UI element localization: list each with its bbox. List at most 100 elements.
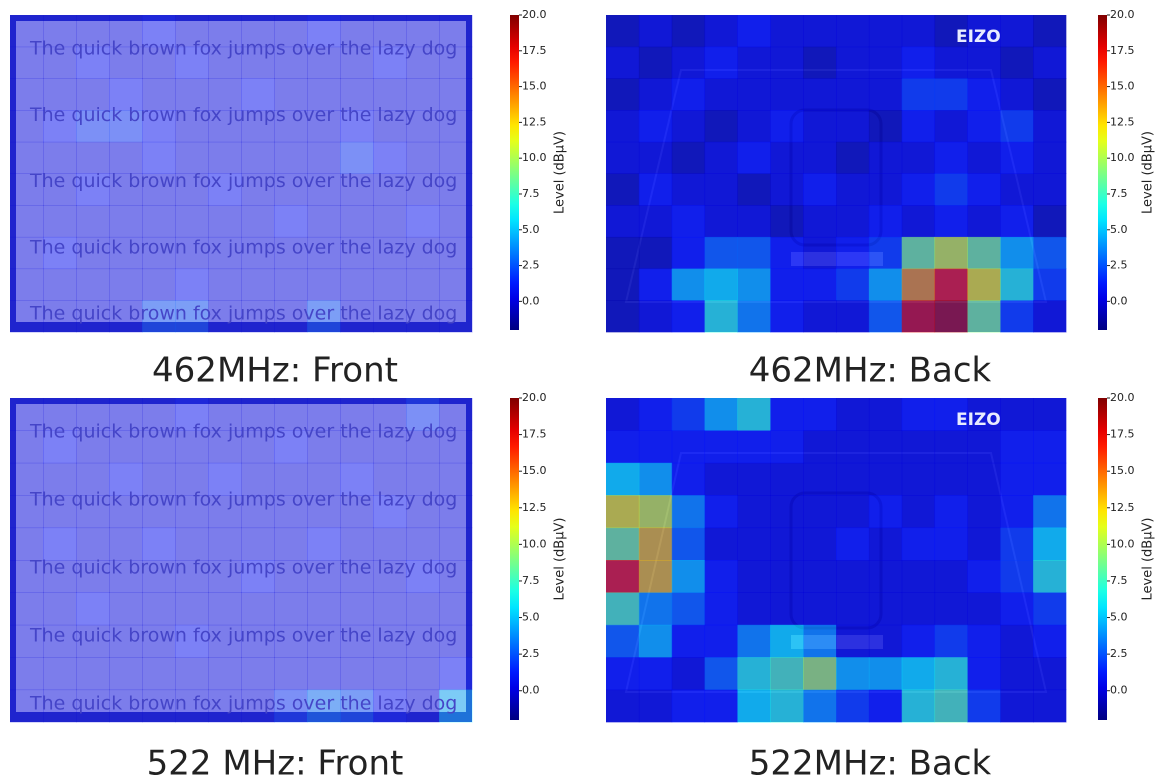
heatmap-cell: [43, 300, 77, 333]
heatmap-cell: [142, 560, 176, 593]
logo-text: EIZO: [956, 27, 1001, 47]
panel-title: 522 MHz: Front: [147, 744, 404, 784]
heatmap-cell: [704, 78, 738, 111]
heatmap-cell: [109, 268, 143, 301]
heatmap-cell: [208, 624, 242, 658]
heatmap-cell: [175, 592, 209, 626]
heatmap-cell: [901, 689, 936, 723]
heatmap-cell: [868, 110, 903, 143]
heatmap-cell: [241, 236, 275, 270]
heatmap-cell: [770, 110, 804, 143]
heatmap-cell: [638, 141, 673, 174]
heatmap-cell: [638, 46, 673, 79]
heatmap-cell: [76, 236, 110, 270]
heatmap-cell: [274, 205, 308, 238]
heatmap-cell: [836, 205, 870, 238]
heatmap-cell: [175, 689, 209, 723]
heatmap-cell: [770, 527, 804, 561]
heatmap-cell: [373, 46, 407, 79]
heatmap-cell: [671, 15, 706, 48]
heatmap-cell: [836, 624, 870, 658]
heatmap-cell: [109, 689, 143, 723]
heatmap-cell: [770, 46, 804, 79]
heatmap-cell: [373, 689, 407, 723]
heatmap-cell: [901, 560, 936, 593]
heatmap-cell: [934, 657, 968, 691]
heatmap-cell: [803, 141, 837, 174]
heatmap-cell: [208, 398, 242, 431]
heatmap-cell: [373, 560, 407, 593]
heatmap-cell: [241, 462, 275, 496]
heatmap-cell: [76, 527, 110, 561]
heatmap-cell: [340, 495, 374, 529]
heatmap-cell: [638, 205, 673, 238]
heatmap-cell: [1000, 430, 1034, 464]
colorbar-tick-label: 5.0: [522, 223, 540, 236]
heatmap-cell: [1000, 527, 1034, 561]
colorbar-tick-label: 10.0: [1110, 537, 1135, 550]
heatmap-cell: [836, 15, 870, 48]
heatmap-cell: [1000, 560, 1034, 593]
colorbar-tick-label: 15.0: [1110, 80, 1135, 93]
heatmap-cell: [406, 430, 440, 464]
heatmap-cell: [307, 141, 341, 174]
heatmap-cell: [208, 527, 242, 561]
heatmap-cell: [142, 46, 176, 79]
heatmap-cell: [671, 110, 706, 143]
heatmap-cell: [803, 657, 837, 691]
heatmap-cell: [836, 398, 870, 431]
colorbar-tick-label: 5.0: [1110, 611, 1128, 624]
heatmap-cell: [43, 430, 77, 464]
heatmap-cell: [274, 173, 308, 206]
heatmap-cell: [934, 624, 968, 658]
colorbar-tick-label: 10.0: [522, 537, 547, 550]
heatmap-cell: [307, 15, 341, 48]
heatmap-cell: [439, 110, 473, 143]
heatmap-cell: [307, 592, 341, 626]
heatmap-cell: [704, 205, 738, 238]
heatmap-cell: [76, 430, 110, 464]
colorbar-tick-label: 5.0: [522, 611, 540, 624]
heatmap-cell: [208, 78, 242, 111]
heatmap-cell: [10, 689, 44, 723]
heatmap-cell: [770, 592, 804, 626]
heatmap-cell: [836, 689, 870, 723]
heatmap-cell: [704, 624, 738, 658]
heatmap-cell: [671, 46, 706, 79]
heatmap-cell: [274, 624, 308, 658]
heatmap-cell: [671, 592, 706, 626]
heatmap-cell: [967, 236, 1001, 270]
heatmap-cell: [208, 15, 242, 48]
heatmap-cell: [142, 236, 176, 270]
heatmap-cell: [109, 560, 143, 593]
screen-text: The quick brown fox jumps over the lazy …: [29, 303, 457, 325]
heatmap-cell: [76, 624, 110, 658]
heatmap-cell: [803, 495, 837, 529]
heatmap-cell: [406, 110, 440, 143]
heatmap-cell: [1000, 495, 1034, 529]
colorbar-tick-label: 7.5: [522, 187, 540, 200]
heatmap-cell: [868, 462, 903, 496]
heatmap-cell: [803, 236, 837, 270]
heatmap-cell: [76, 592, 110, 626]
heatmap-cell: [10, 592, 44, 626]
heatmap-cell: [868, 173, 903, 206]
heatmap-cell: [737, 462, 771, 496]
screen-text: The quick brown fox jumps over the lazy …: [29, 557, 457, 579]
heatmap-cell: [1000, 592, 1034, 626]
screen-text: The quick brown fox jumps over the lazy …: [29, 489, 457, 511]
heatmap-cell: [737, 15, 771, 48]
heatmap-cell: [274, 236, 308, 270]
colorbar-tick-label: 12.5: [522, 501, 547, 514]
heatmap-cell: [439, 689, 473, 723]
logo-text: EIZO: [956, 410, 1001, 430]
heatmap-cell: [868, 141, 903, 174]
heatmap-cell: [406, 560, 440, 593]
heatmap-cell: [836, 657, 870, 691]
heatmap-cell: [439, 624, 473, 658]
heatmap-cell: [704, 527, 738, 561]
heatmap-cell: [142, 398, 176, 431]
heatmap-cell: [175, 657, 209, 691]
heatmap-cell: [934, 300, 968, 333]
heatmap-cell: [737, 205, 771, 238]
